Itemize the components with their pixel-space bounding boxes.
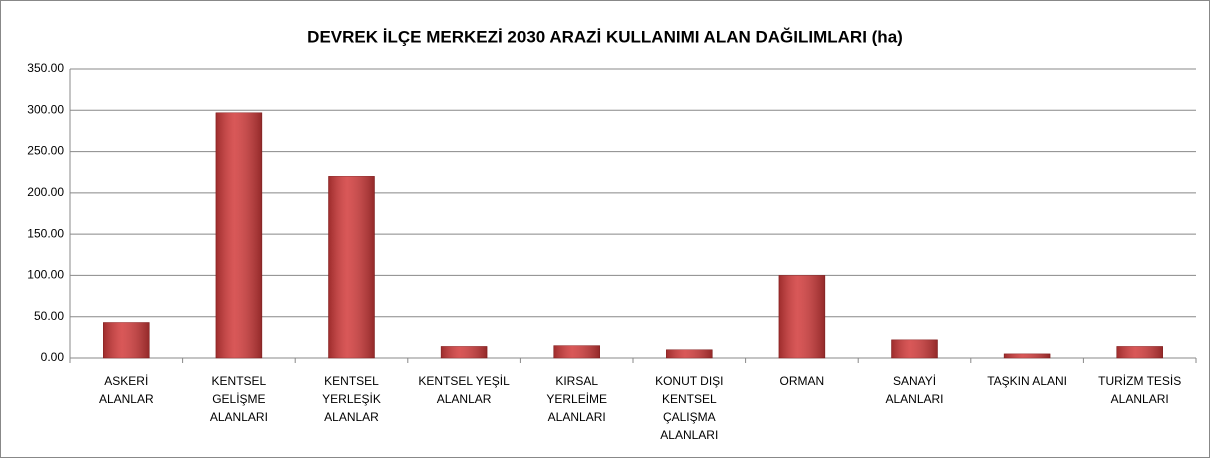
y-tick-label: 100.00: [27, 268, 64, 282]
y-tick-label: 250.00: [27, 144, 64, 158]
x-tick-label: KENTSEL YERLEŞİK ALANLAR: [322, 374, 381, 424]
y-tick-label: 0.00: [41, 350, 65, 364]
x-tick-label: KENTSEL GELİŞME ALANLARI: [209, 374, 268, 424]
y-tick-label: 350.00: [27, 61, 64, 75]
y-tick-label: 200.00: [27, 185, 64, 199]
x-tick-label: TURİZM TESİS ALANLARI: [1098, 374, 1182, 406]
bar: [440, 346, 488, 359]
x-tick-label: KONUT DIŞI KENTSEL ÇALIŞMA ALANLARI: [655, 374, 724, 442]
x-tick-label: TAŞKIN ALANI: [987, 374, 1067, 388]
y-tick-label: 300.00: [27, 102, 64, 116]
bar: [778, 275, 826, 359]
x-tick-label: SANAYİ ALANLARI: [885, 374, 944, 406]
bar: [1003, 353, 1051, 359]
x-tick-label: ASKERİ ALANLAR: [98, 374, 154, 406]
bar: [891, 339, 938, 359]
y-tick-label: 150.00: [27, 226, 64, 240]
chart-title: DEVREK İLÇE MERKEZİ 2030 ARAZİ KULLANIMI…: [307, 27, 903, 46]
bar: [666, 349, 713, 359]
bar: [1116, 346, 1163, 359]
bar: [553, 345, 600, 359]
x-tick-label: KIRSAL YERLEİME ALANLARI: [546, 374, 608, 424]
bar: [215, 112, 263, 359]
y-tick-label: 50.00: [34, 309, 64, 323]
x-tick-label: ORMAN: [779, 374, 825, 388]
bar: [328, 176, 375, 359]
bar: [103, 322, 150, 359]
x-tick-label: KENTSEL YEŞİL ALANLAR: [418, 374, 510, 406]
